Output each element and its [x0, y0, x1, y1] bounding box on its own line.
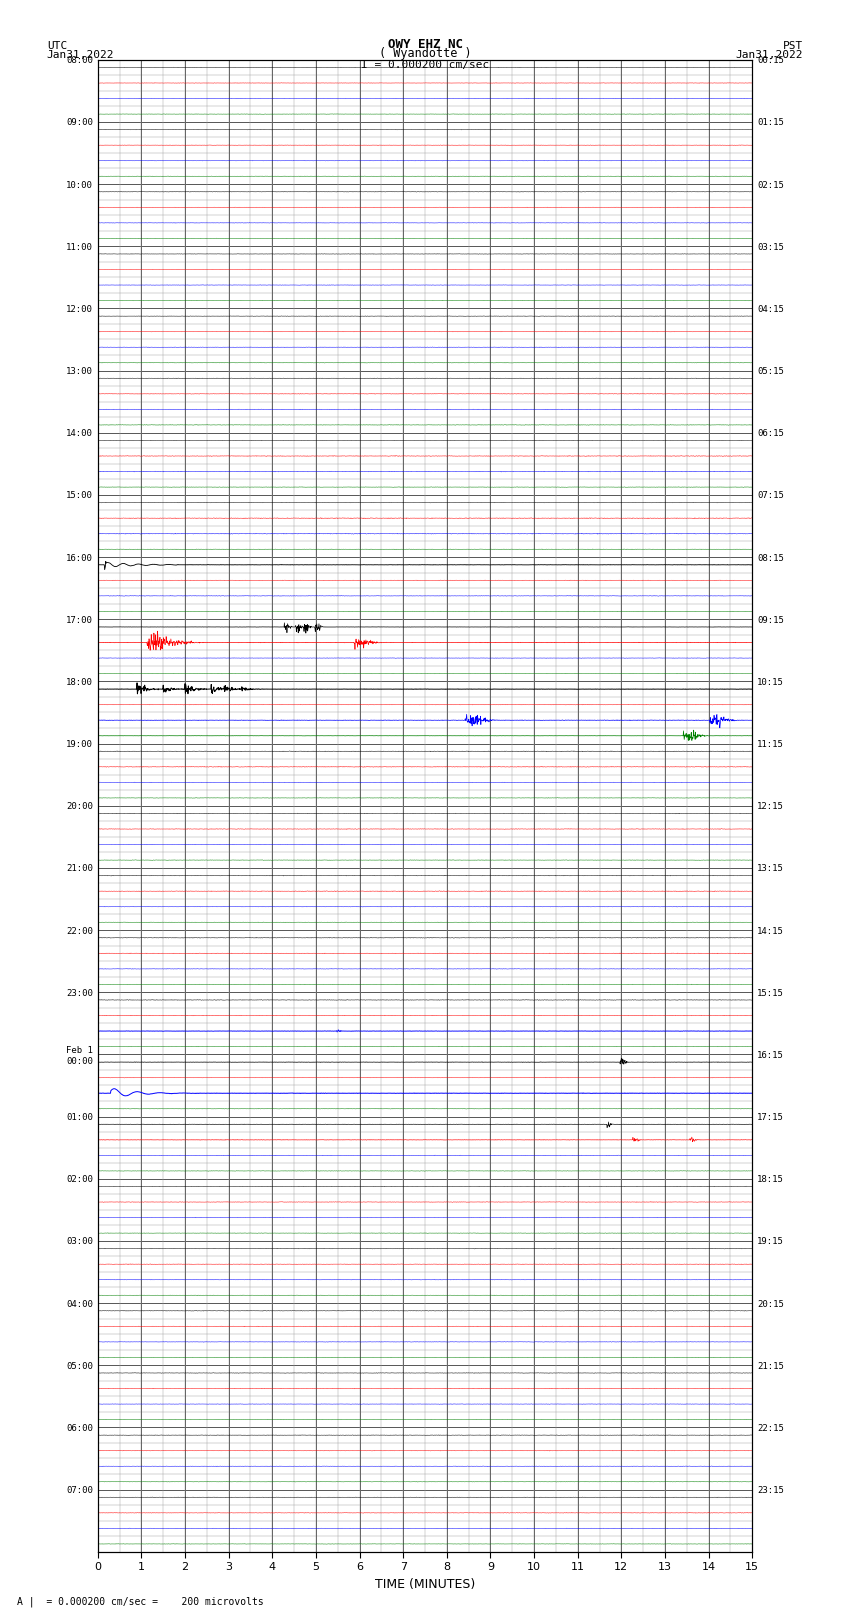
Text: OWY EHZ NC: OWY EHZ NC [388, 37, 462, 50]
Text: A |  = 0.000200 cm/sec =    200 microvolts: A | = 0.000200 cm/sec = 200 microvolts [17, 1595, 264, 1607]
Text: Jan31,2022: Jan31,2022 [47, 50, 114, 60]
Text: ( Wyandotte ): ( Wyandotte ) [379, 47, 471, 60]
Text: PST: PST [783, 40, 803, 50]
Text: UTC: UTC [47, 40, 67, 50]
X-axis label: TIME (MINUTES): TIME (MINUTES) [375, 1578, 475, 1590]
Text: I = 0.000200 cm/sec: I = 0.000200 cm/sec [361, 60, 489, 71]
Text: Jan31,2022: Jan31,2022 [736, 50, 803, 60]
